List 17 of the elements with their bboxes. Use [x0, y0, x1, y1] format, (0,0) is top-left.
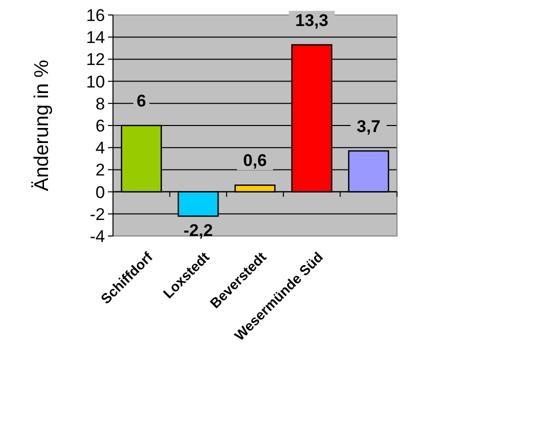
- y-tick-label: 10: [86, 72, 105, 92]
- y-tick-label: 14: [86, 28, 105, 48]
- y-tick-label: -4: [90, 226, 105, 246]
- data-label: 0,6: [243, 151, 267, 170]
- y-tick-label: 6: [96, 116, 105, 136]
- y-tick-label: 4: [96, 138, 105, 158]
- data-label: 6: [136, 92, 146, 110]
- y-tick-label: 8: [96, 94, 105, 114]
- data-label: 3,7: [356, 116, 380, 136]
- y-tick-label: 0: [96, 182, 105, 202]
- data-label: 13,3: [295, 10, 328, 30]
- data-label: -2,2: [184, 221, 213, 240]
- y-tick-label: 2: [96, 160, 105, 180]
- y-axis-title: Änderung in %: [31, 60, 53, 192]
- y-tick-label: 12: [86, 50, 105, 70]
- y-tick-label: 16: [86, 6, 105, 25]
- y-tick-label: -2: [90, 204, 105, 224]
